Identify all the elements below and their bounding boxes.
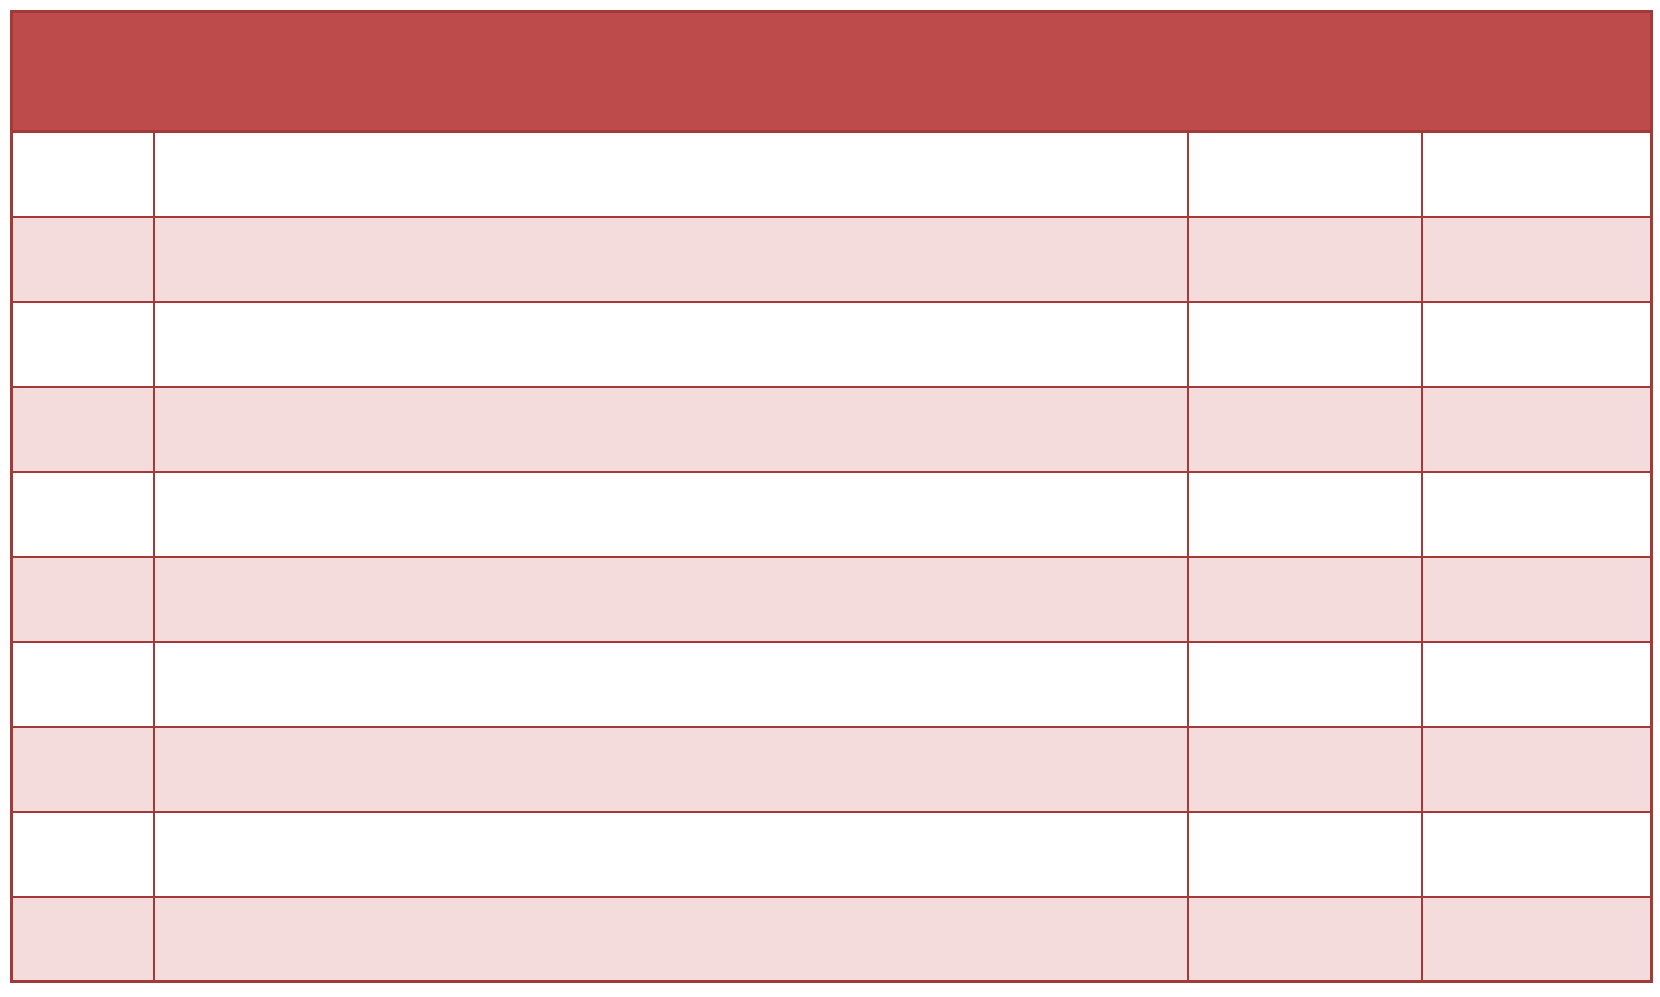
table-cell[interactable] — [152, 725, 1189, 813]
table-cell[interactable] — [10, 300, 155, 388]
table-row[interactable] — [10, 555, 1653, 643]
column-header-3[interactable] — [1421, 11, 1652, 133]
table-cell[interactable] — [1420, 555, 1653, 643]
column-header-0[interactable] — [11, 11, 154, 133]
table-cell[interactable] — [1420, 215, 1653, 303]
column-header-2[interactable] — [1187, 11, 1422, 133]
table-cell[interactable] — [1186, 215, 1423, 303]
table-cell[interactable] — [1186, 895, 1423, 983]
table-cell[interactable] — [10, 895, 155, 983]
table-cell[interactable] — [10, 130, 155, 218]
table-cell[interactable] — [10, 385, 155, 473]
table-row[interactable] — [10, 385, 1653, 473]
table-cell[interactable] — [152, 385, 1189, 473]
table-cell[interactable] — [1420, 300, 1653, 388]
table-cell[interactable] — [1186, 555, 1423, 643]
table-cell[interactable] — [1420, 640, 1653, 728]
table-cell[interactable] — [152, 895, 1189, 983]
table-row[interactable] — [10, 895, 1653, 983]
table-cell[interactable] — [152, 300, 1189, 388]
table-cell[interactable] — [152, 215, 1189, 303]
table-row[interactable] — [10, 640, 1653, 728]
table-cell[interactable] — [10, 640, 155, 728]
table-cell[interactable] — [1420, 470, 1653, 558]
table-cell[interactable] — [1420, 130, 1653, 218]
table-cell[interactable] — [10, 725, 155, 813]
table-cell[interactable] — [1186, 810, 1423, 898]
table-cell[interactable] — [152, 555, 1189, 643]
data-table — [10, 10, 1653, 983]
table-row[interactable] — [10, 810, 1653, 898]
table-row[interactable] — [10, 470, 1653, 558]
table-cell[interactable] — [152, 130, 1189, 218]
column-header-1[interactable] — [153, 11, 1188, 133]
table-cell[interactable] — [10, 215, 155, 303]
table-header-row — [11, 11, 1652, 133]
table-cell[interactable] — [1186, 300, 1423, 388]
table-body — [10, 130, 1653, 983]
table-header — [11, 11, 1652, 133]
table-row[interactable] — [10, 725, 1653, 813]
table-cell[interactable] — [1420, 725, 1653, 813]
table-cell[interactable] — [10, 470, 155, 558]
table-cell[interactable] — [1420, 895, 1653, 983]
table-cell[interactable] — [10, 810, 155, 898]
table-cell[interactable] — [152, 640, 1189, 728]
table-cell[interactable] — [1186, 130, 1423, 218]
table-row[interactable] — [10, 130, 1653, 218]
table-cell[interactable] — [1186, 385, 1423, 473]
table-cell[interactable] — [1186, 470, 1423, 558]
table-cell[interactable] — [10, 555, 155, 643]
table-row[interactable] — [10, 300, 1653, 388]
table-row[interactable] — [10, 215, 1653, 303]
table-cell[interactable] — [1420, 385, 1653, 473]
table-cell[interactable] — [1186, 725, 1423, 813]
table-cell[interactable] — [1420, 810, 1653, 898]
table-cell[interactable] — [152, 810, 1189, 898]
table-cell[interactable] — [152, 470, 1189, 558]
table-cell[interactable] — [1186, 640, 1423, 728]
